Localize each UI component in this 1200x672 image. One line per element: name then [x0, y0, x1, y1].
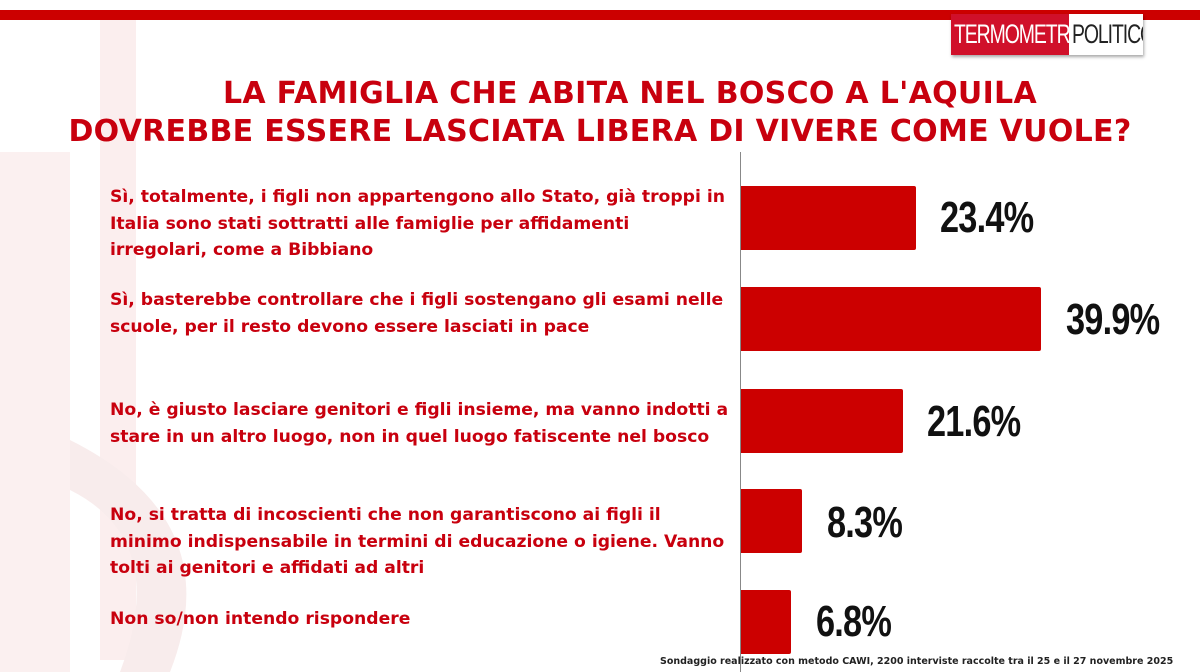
response-label-5: Non so/non intendo rispondere [110, 609, 411, 629]
survey-methodology-note: Sondaggio realizzato con metodo CAWI, 22… [660, 656, 1174, 667]
response-label-1: Sì, totalmente, i figli non appartengono… [110, 187, 725, 260]
response-label-4: No, si tratta di incoscienti che non gar… [110, 505, 725, 578]
bar-response-5 [741, 590, 791, 654]
termometro-politico-logo: TERMOMETRO POLITICO [951, 14, 1143, 55]
value-label-4: 8.3% [827, 498, 903, 547]
value-label-3: 21.6% [927, 397, 1021, 446]
logo-part1: TERMOMETRO [954, 19, 1069, 49]
category-axis-line [740, 152, 741, 672]
value-label-2: 39.9% [1066, 295, 1160, 344]
chart-title-line1: LA FAMIGLIA CHE ABITA NEL BOSCO A L'AQUI… [223, 76, 1037, 111]
bar-response-4 [741, 489, 802, 553]
value-label-5: 6.8% [816, 597, 892, 646]
response-label-3: No, è giusto lasciare genitori e figli i… [110, 400, 729, 447]
chart-title-line2: DOVREBBE ESSERE LASCIATA LIBERA DI VIVER… [68, 114, 1132, 149]
bar-response-3 [741, 389, 903, 453]
value-label-1: 23.4% [940, 193, 1034, 242]
bar-response-1 [741, 186, 916, 250]
response-label-2: Sì, basterebbe controllare che i figli s… [110, 290, 724, 337]
bar-response-2 [741, 287, 1041, 351]
top-accent-bar [0, 10, 1200, 20]
logo-part2: POLITICO [1072, 19, 1143, 49]
